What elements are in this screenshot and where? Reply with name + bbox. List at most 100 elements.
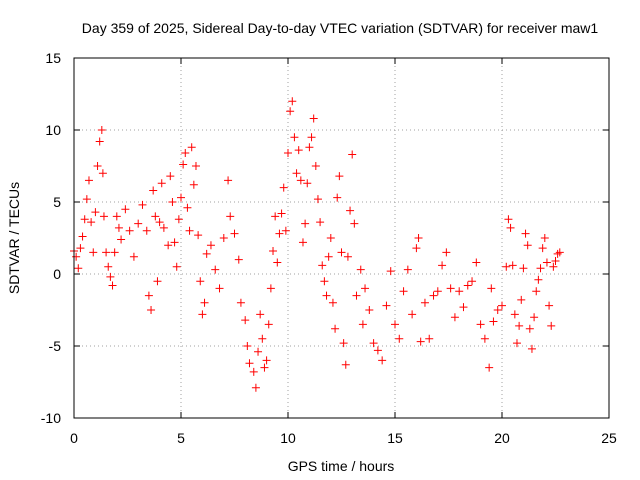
data-point	[433, 287, 442, 296]
data-point	[98, 169, 107, 178]
data-point	[80, 215, 89, 224]
data-point	[281, 226, 290, 235]
data-point	[301, 219, 310, 228]
data-point	[506, 223, 515, 232]
data-point	[224, 176, 233, 185]
data-point	[292, 169, 301, 178]
data-point	[93, 162, 102, 170]
data-point	[234, 255, 243, 264]
data-series-sdtvar	[70, 97, 564, 392]
data-point	[153, 277, 162, 286]
data-point	[489, 317, 498, 326]
data-point	[269, 246, 278, 255]
data-point	[202, 249, 211, 258]
data-point	[168, 198, 177, 206]
data-point	[102, 248, 111, 257]
data-point	[382, 301, 391, 310]
data-point	[256, 310, 265, 319]
x-axis-label: GPS time / hours	[288, 458, 395, 474]
data-point	[322, 291, 331, 300]
data-point	[78, 232, 87, 241]
data-point	[463, 281, 472, 290]
data-point	[273, 258, 282, 267]
data-point	[266, 284, 275, 293]
data-point	[311, 162, 320, 170]
data-point	[352, 291, 361, 300]
data-point	[346, 206, 355, 215]
data-point	[114, 223, 123, 232]
data-point	[284, 149, 292, 158]
data-point	[498, 301, 506, 310]
data-point	[74, 264, 83, 273]
data-point	[275, 229, 284, 238]
grid	[74, 58, 609, 418]
data-point	[519, 264, 528, 273]
data-point	[361, 284, 370, 293]
data-point	[260, 363, 269, 372]
data-point	[72, 252, 81, 261]
data-point	[147, 306, 156, 314]
data-point	[504, 215, 513, 224]
data-point	[159, 223, 168, 232]
data-point	[399, 287, 408, 296]
data-point	[249, 367, 258, 376]
data-point	[245, 359, 254, 368]
data-point	[149, 186, 158, 195]
data-point	[262, 356, 271, 365]
data-point	[412, 244, 421, 253]
data-point	[540, 234, 549, 242]
data-point	[530, 313, 539, 322]
x-tick-label: 5	[177, 430, 185, 446]
data-point	[331, 324, 340, 333]
data-point	[200, 298, 209, 307]
data-point	[191, 162, 200, 170]
data-point	[230, 229, 239, 238]
data-point	[298, 238, 307, 247]
data-point	[512, 339, 521, 348]
data-point	[183, 203, 192, 212]
data-point	[472, 258, 481, 267]
data-point	[104, 262, 113, 271]
data-point	[536, 264, 545, 273]
data-point	[151, 212, 160, 221]
data-point	[198, 310, 207, 319]
data-point	[549, 262, 558, 271]
data-point	[112, 212, 121, 221]
data-point	[87, 218, 96, 227]
data-point	[106, 272, 115, 281]
axis-ticks: 0 5 10 15 20 25 -10 -5 0 5 10 15	[41, 50, 617, 446]
data-point	[84, 176, 93, 185]
data-point	[365, 306, 374, 314]
data-point	[309, 114, 318, 123]
data-point	[416, 337, 425, 346]
data-point	[264, 320, 273, 329]
data-point	[179, 160, 188, 169]
data-point	[99, 212, 108, 221]
data-point	[211, 265, 220, 274]
data-point	[391, 320, 399, 329]
data-point	[91, 208, 100, 217]
data-point	[450, 313, 459, 322]
y-axis-label: SDTVAR / TECUs	[6, 182, 22, 294]
data-point	[438, 261, 447, 270]
data-point	[185, 226, 194, 235]
data-point	[97, 126, 106, 134]
data-point	[254, 347, 263, 356]
data-point	[286, 107, 295, 116]
data-point	[219, 234, 228, 242]
data-point	[538, 244, 547, 253]
data-point	[138, 200, 147, 209]
data-point	[189, 180, 198, 189]
data-point	[241, 316, 250, 325]
data-point	[187, 143, 196, 152]
data-point	[414, 234, 423, 242]
data-point	[166, 172, 175, 181]
data-point	[174, 215, 183, 224]
data-point	[181, 149, 190, 158]
plot-frame	[73, 57, 610, 419]
data-point	[358, 320, 367, 329]
data-point	[395, 334, 404, 343]
data-point	[480, 334, 489, 343]
data-point	[95, 137, 104, 146]
data-point	[446, 284, 455, 293]
